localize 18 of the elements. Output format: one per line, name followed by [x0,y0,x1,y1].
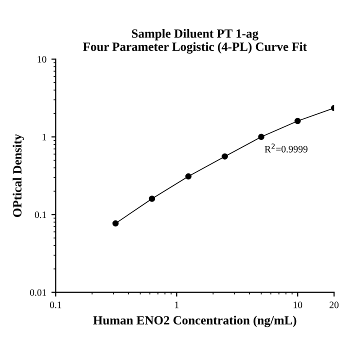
x-tick-label: 0.1 [50,302,62,308]
point [148,196,156,202]
point [294,118,301,124]
chart-title: Sample Diluent PT 1-ag Four Parameter Logistic (4-PL) Curve Fit [83,28,307,54]
annotation: R$^{2}$=0.9999 [264,144,308,152]
y-tick-label: 0.1 [34,212,46,218]
x-tick-label: 20 [330,302,339,308]
y-axis-title: OPtical Density [12,134,24,217]
x-tick-label: 10 [294,302,302,308]
point [258,134,264,140]
y-tick-label: 10 [38,56,46,63]
x-tick-label: 1 [175,302,179,308]
point [185,173,192,180]
point [222,153,228,160]
y-tick-label: 0.01 [30,289,46,296]
y-tick-label: 1 [42,134,46,140]
point [112,220,119,227]
x-axis-title: Human ENO2 Concentration (ng/mL) [93,316,296,328]
